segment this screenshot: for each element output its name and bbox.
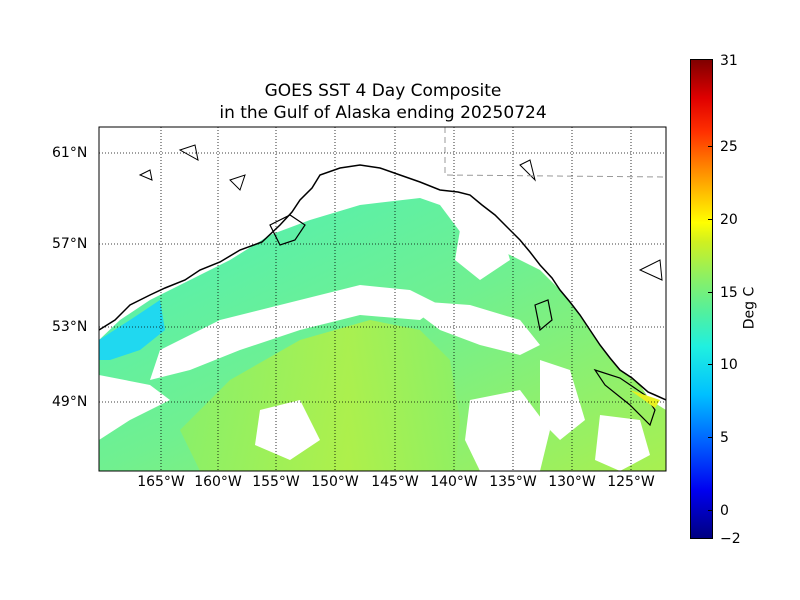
map-title-line1: GOES SST 4 Day Composite	[264, 81, 502, 101]
cloud-gap-6	[465, 390, 550, 471]
cloud-gap-1	[150, 285, 440, 380]
inland-lakes	[138, 144, 663, 281]
lon-label-140: 140°W	[430, 474, 478, 490]
map-title-line2: in the Gulf of Alaska ending 20250724	[219, 103, 547, 123]
colorbar-tick	[708, 219, 713, 220]
colorbar-label-0: 0	[720, 503, 729, 519]
colorbar-tick	[708, 510, 713, 511]
cloud-gap-5	[540, 360, 585, 440]
colorbar-title: Deg C	[741, 286, 758, 330]
colorbar-label-5: 5	[720, 430, 729, 446]
map-border	[98, 126, 667, 472]
colorbar-label-20: 20	[720, 212, 738, 228]
colorbar-label-10: 10	[720, 357, 738, 373]
cloud-gap-4	[455, 225, 510, 280]
colorbar-label-31: 31	[720, 53, 738, 69]
lat-label-49: 49°N	[52, 394, 88, 410]
lon-label-160: 160°W	[194, 474, 242, 490]
lon-label-145: 145°W	[371, 474, 419, 490]
lat-label-57: 57°N	[52, 236, 88, 252]
cloud-gap-7	[255, 400, 320, 460]
colorbar-tick	[708, 437, 713, 438]
strait-warm-water	[630, 390, 660, 408]
cloud-gap-2	[400, 300, 540, 355]
lon-label-165: 165°W	[137, 474, 185, 490]
cloud-gap-3	[99, 375, 170, 440]
cloud-gap-8	[595, 415, 650, 471]
kodiak-island	[269, 214, 306, 246]
lon-label-150: 150°W	[311, 474, 359, 490]
lon-label-135: 135°W	[489, 474, 537, 490]
lon-label-125: 125°W	[607, 474, 655, 490]
lat-label-61: 61°N	[52, 145, 88, 161]
colorbar-label-neg2: −2	[720, 531, 741, 547]
colorbar-tick	[708, 364, 713, 365]
lon-label-155: 155°W	[252, 474, 300, 490]
lat-label-53: 53°N	[52, 319, 88, 335]
sst-warm-region	[180, 320, 460, 471]
haida-gwaii	[534, 299, 553, 332]
sst-field	[99, 127, 666, 471]
sst-cool-region	[99, 300, 165, 360]
gridlines	[99, 127, 666, 471]
land-mass	[99, 127, 666, 400]
colorbar	[690, 59, 713, 539]
colorbar-tick	[708, 146, 713, 147]
colorbar-label-15: 15	[720, 285, 738, 301]
coastline	[99, 164, 666, 401]
alaska-canada-border	[444, 127, 666, 178]
colorbar-tick	[708, 292, 713, 293]
colorbar-label-25: 25	[720, 139, 738, 155]
lon-label-130: 130°W	[548, 474, 596, 490]
vancouver-island	[593, 368, 656, 427]
